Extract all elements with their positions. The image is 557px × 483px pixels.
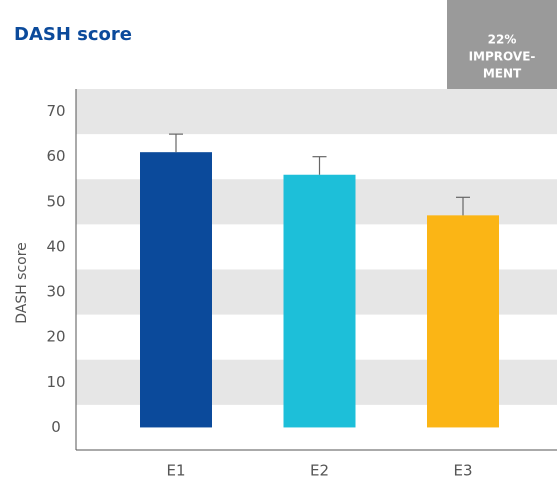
y-tick-label: 0 (51, 418, 61, 436)
y-tick-label: 50 (46, 192, 65, 210)
badge (447, 0, 557, 112)
x-tick-label: E3 (453, 462, 472, 480)
y-tick-label: 60 (46, 147, 65, 165)
y-tick-label: 20 (46, 328, 65, 346)
y-tick-label: 70 (46, 102, 65, 120)
y-tick-label: 10 (46, 373, 65, 391)
y-axis-label: DASH score (14, 242, 30, 324)
badge-text: IMPROVE- (469, 50, 536, 64)
x-tick-label: E2 (310, 462, 329, 480)
x-tick-label: E1 (166, 462, 185, 480)
bar (283, 174, 356, 428)
grid-band (76, 89, 557, 135)
y-tick-label: 40 (46, 237, 65, 255)
bar (427, 215, 499, 428)
badge-text: 22% (488, 33, 517, 47)
y-tick-label: 30 (46, 283, 65, 301)
chart-title: DASH score (14, 24, 132, 45)
badge-text: MENT (483, 67, 522, 81)
bar (140, 152, 212, 428)
